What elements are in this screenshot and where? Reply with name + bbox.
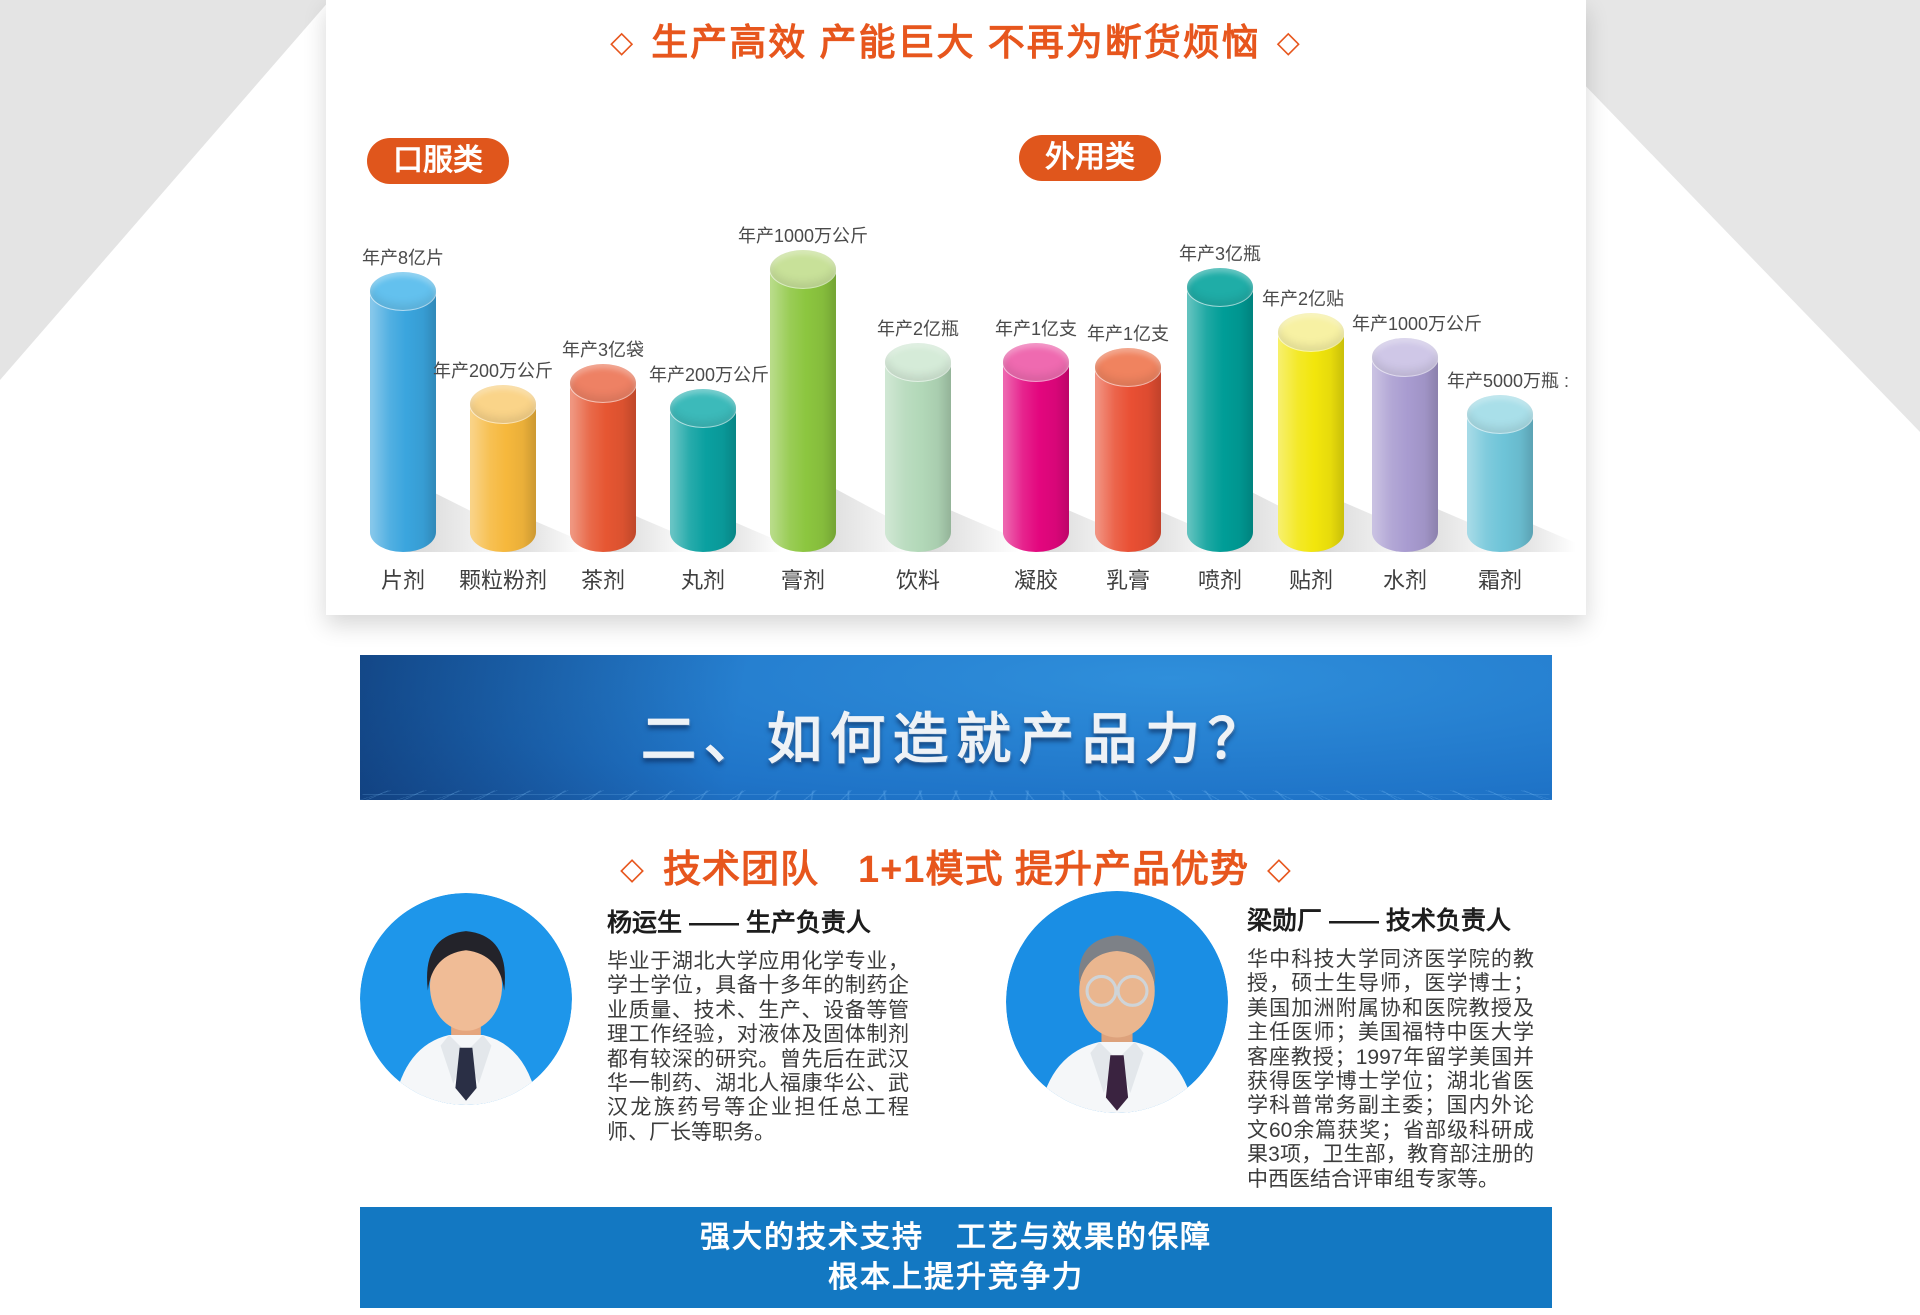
diamond-icon: ◇ [610,26,636,59]
bar-category-label: 颗粒粉剂 [458,568,548,593]
bar-cylinder-top [1187,268,1253,306]
bar-cylinder-top [670,389,736,427]
bar-cylinder-top [1003,343,1069,381]
chart-bar: 年产1000万公斤 [1352,314,1538,552]
power-banner-title: 二、如何造就产品力？ [640,707,1271,770]
footer-banner: 强大的技术支持 工艺与效果的保障 根本上提升竞争力 [360,1207,1552,1308]
profile-name-role: 梁勋厂 —— 技术负责人 [1247,907,1511,935]
bar-cylinder-body [370,291,436,552]
chart-bar: 年产1亿支 [1087,324,1254,552]
team-heading: ◇ 技术团队 1+1模式 提升产品优势 ◇ [326,838,1586,893]
diamond-icon: ◇ [620,851,645,886]
team-heading-text: 技术团队 1+1模式 提升产品优势 [662,849,1250,891]
bar-cylinder-top [1278,313,1344,351]
external-category-badge: 外用类 [1019,135,1161,181]
footer-banner-line1: 强大的技术支持 工艺与效果的保障 [700,1221,1212,1254]
chart-bar: 年产200万公斤 [649,365,804,552]
bar-value-label: 年产1亿支 [1086,324,1170,344]
profile-technical-lead: 梁勋厂 —— 技术负责人 华中科技大学同济医学院的教授，硕士生导师，医学博士；美… [1006,889,1586,1199]
bar-cylinder-body [1095,367,1161,552]
bar-category-label: 喷剂 [1197,568,1243,593]
bar-category-label: 水剂 [1382,568,1428,593]
bar-value-label: 年产3亿瓶 [1178,244,1262,264]
bar-value-label: 年产2亿贴 [1261,289,1345,309]
capacity-panel: ◇ 生产高效 产能巨大 不再为断货烦恼 ◇ 口服类 外用类 年产8亿片片剂 年产200… [326,0,1597,615]
bar-cylinder-body [1187,287,1253,552]
bar-category-label: 茶剂 [580,568,626,593]
profile-text-production-lead: 杨运生 —— 生产负责人 毕业于湖北大学应用化学专业，学士学位，具备十多年的制药… [607,903,909,1145]
oral-category-badge: 口服类 [367,138,509,184]
bar-value-label: 年产2亿瓶 [876,319,960,339]
bar-cylinder-top [1372,338,1438,376]
bar-cylinder-top [470,385,536,423]
bar-category-label: 丸剂 [680,568,726,593]
profile-bio: 华中科技大学同济医学院的教授，硕士生导师，医学博士；美国加洲附属协和医院教授及主… [1247,948,1534,1191]
bar-value-label: 年产1亿支 [994,319,1078,339]
bar-cylinder-top [770,250,836,288]
bar-cylinder-body [570,383,636,552]
product-power-banner: 二、如何造就产品力？ [360,655,1552,800]
bar-category-label: 乳膏 [1105,568,1151,593]
bar-value-label: 年产8亿片 [361,248,445,268]
profile-name-role: 杨运生 —— 生产负责人 [607,909,871,937]
bar-cylinder-body [1003,362,1069,552]
bar-cylinder-body [885,362,951,552]
bar-value-label: 年产200万公斤 [432,361,554,381]
chart-bar: 年产5000万瓶 : [1447,371,1597,552]
bar-category-label: 膏剂 [780,568,826,593]
background-wedge-right [1586,0,1920,432]
chart-bar: 年产2亿贴 [1262,289,1459,552]
bar-value-label: 年产1000万公斤 [737,226,869,246]
capacity-heading: ◇ 生产高效 产能巨大 不再为断货烦恼 ◇ [326,12,1586,66]
background-wedge-left [0,0,330,380]
capacity-heading-text: 生产高效 产能巨大 不再为断货烦恼 [651,22,1261,63]
bar-category-label: 霜剂 [1477,568,1523,593]
chart-bar: 年产2亿瓶 [877,319,1048,552]
chart-bar: 年产1亿支 [995,319,1166,552]
bar-cylinder-body [1278,332,1344,552]
bar-cylinder-top [570,364,636,402]
bar-category-label: 片剂 [380,568,426,593]
bar-value-label: 年产5000万瓶 : [1446,371,1570,391]
bar-cylinder-top [370,272,436,310]
bar-value-label: 年产200万公斤 [648,365,770,385]
chart-bar: 年产200万公斤 [433,361,607,552]
chart-bar: 年产8亿片 [362,248,553,552]
profile-bio: 毕业于湖北大学应用化学专业，学士学位，具备十多年的制药企业质量、技术、生产、设备… [607,950,909,1144]
bar-value-label: 年产3亿袋 [561,340,645,360]
footer-banner-line2: 根本上提升竞争力 [828,1261,1084,1294]
diamond-icon: ◇ [1267,851,1292,886]
chart-bar: 年产3亿袋 [562,340,720,552]
bar-cylinder-body [1467,414,1533,552]
bar-cylinder-body [470,404,536,552]
profile-photo-production-lead [360,893,572,1105]
bar-cylinder-top [1467,395,1533,433]
bar-cylinder-top [885,343,951,381]
chart-bar: 年产3亿瓶 [1179,244,1370,552]
diamond-icon: ◇ [1276,26,1302,59]
profile-photo-technical-lead [1006,891,1228,1113]
bar-cylinder-body [770,269,836,552]
bar-cylinder-body [670,408,736,552]
bar-value-label: 年产1000万公斤 [1351,314,1483,334]
profile-production-lead: 杨运生 —— 生产负责人 毕业于湖北大学应用化学专业，学士学位，具备十多年的制药… [360,891,935,1191]
bar-category-label: 贴剂 [1288,568,1334,593]
bar-category-label: 饮料 [895,568,941,593]
bar-category-label: 凝胶 [1013,568,1059,593]
chart-bar: 年产1000万公斤 [738,226,953,552]
profile-text-technical-lead: 梁勋厂 —— 技术负责人 华中科技大学同济医学院的教授，硕士生导师，医学博士；美… [1247,901,1534,1192]
bar-cylinder-top [1095,348,1161,386]
capacity-bar-chart: 年产8亿片片剂 年产200万公斤颗粒粉剂 年产3亿袋茶剂 年产200万公斤丸剂 年产10… [326,0,1597,615]
bar-cylinder-body [1372,357,1438,552]
